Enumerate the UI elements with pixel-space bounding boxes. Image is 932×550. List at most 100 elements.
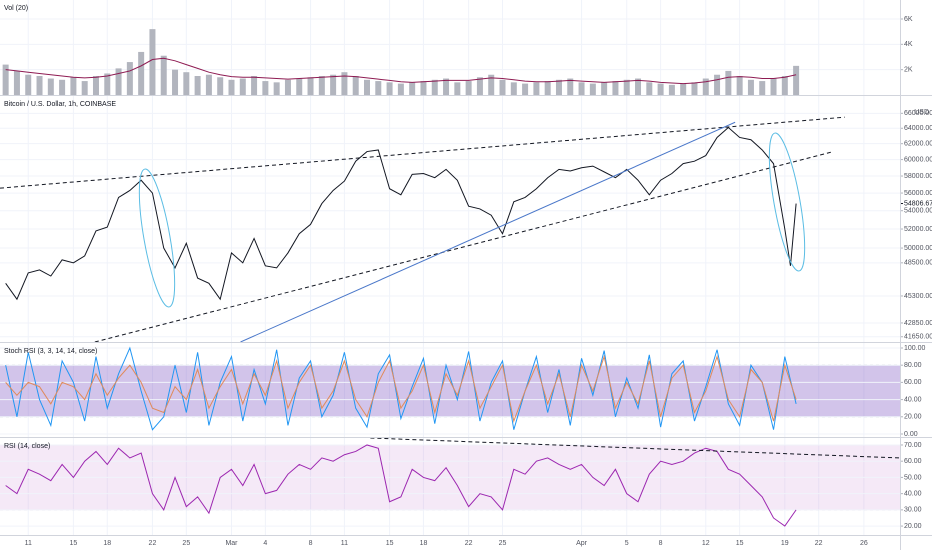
x-tick-label: 22 [465, 540, 473, 547]
y-tick-label: 40.00 [904, 396, 922, 403]
volume-bar [601, 82, 608, 95]
volume-bar [567, 78, 574, 95]
volume-bar [47, 78, 54, 95]
y-tick-label: 52000.00 [904, 226, 932, 233]
volume-bar [589, 83, 596, 95]
y-tick-label: 54000.00 [904, 208, 932, 215]
volume-bar [747, 79, 754, 95]
volume-bar [533, 82, 540, 95]
x-tick-label: 26 [860, 540, 868, 547]
volume-bar [364, 79, 371, 95]
y-tick-label: 0.00 [904, 431, 918, 438]
volume-bar [183, 72, 190, 95]
volume-bar [59, 79, 66, 95]
pane [0, 112, 900, 342]
x-tick-label: 15 [736, 540, 744, 547]
x-tick-label: Mar [225, 540, 238, 547]
x-tick-label: 22 [149, 540, 157, 547]
volume-bar [725, 70, 732, 95]
y-tick-label: 48500.00 [904, 260, 932, 267]
y-tick-label: 45300.00 [904, 293, 932, 300]
volume-bar [330, 74, 337, 95]
y-tick-label: 100.00 [904, 345, 926, 352]
y-tick-label: 70.00 [904, 442, 922, 449]
volume-bar [736, 76, 743, 95]
volume-bar [352, 76, 359, 95]
volume-bar [160, 55, 167, 95]
volume-bar [465, 81, 472, 95]
volume-bar [443, 78, 450, 95]
volume-bar [13, 70, 20, 95]
volume-bar [714, 74, 721, 95]
volume-bar [92, 76, 99, 95]
y-tick-label: 62000.00 [904, 141, 932, 148]
volume-bar [793, 65, 800, 95]
x-tick-label: 22 [815, 540, 823, 547]
highlight-ellipse [768, 132, 806, 272]
volume-bar [194, 76, 201, 95]
x-tick-label: 8 [659, 540, 663, 547]
y-tick-label: 20.00 [904, 414, 922, 421]
pane [0, 346, 900, 435]
y-tick-label: 50000.00 [904, 245, 932, 252]
y-tick-label: 30.00 [904, 507, 922, 514]
x-tick-label: 15 [70, 540, 78, 547]
volume-bar [138, 51, 145, 95]
pane-title: RSI (14, close) [4, 443, 50, 450]
y-tick-label: 40.00 [904, 490, 922, 497]
volume-bar [36, 76, 43, 95]
pane [0, 18, 900, 95]
volume-bar [341, 72, 348, 95]
volume-bar [691, 82, 698, 95]
y-tick-label: 60.00 [904, 458, 922, 465]
volume-bar [612, 81, 619, 95]
volume-bar [544, 81, 551, 95]
volume-bar [397, 83, 404, 95]
volume-bar [702, 78, 709, 95]
unit-label: USD [914, 109, 929, 116]
last-price-label: 54806.67 [904, 200, 932, 207]
x-tick-label: 18 [103, 540, 111, 547]
volume-bar [318, 76, 325, 95]
y-tick-label: 64000.00 [904, 125, 932, 132]
y-tick-label: 4K [904, 41, 913, 48]
x-tick-label: 11 [25, 540, 32, 547]
volume-bar [623, 79, 630, 95]
trend-line [94, 151, 832, 342]
y-tick-label: 60000.00 [904, 156, 932, 163]
series-line [5, 57, 797, 85]
volume-bar [510, 82, 517, 95]
volume-bar [307, 77, 314, 95]
y-tick-label: 60.00 [904, 379, 922, 386]
x-tick-label: Apr [576, 540, 588, 547]
x-tick-label: 15 [386, 540, 394, 547]
volume-bar [420, 81, 427, 95]
volume-bar [476, 77, 483, 95]
volume-bar [386, 82, 393, 95]
volume-bar [284, 79, 291, 95]
volume-bar [454, 82, 461, 95]
volume-bar [239, 78, 246, 95]
y-tick-label: 50.00 [904, 474, 922, 481]
volume-bar [70, 77, 77, 95]
volume-bar [217, 77, 224, 95]
trend-line [370, 438, 900, 459]
series-line [5, 354, 797, 423]
volume-bar [149, 29, 156, 95]
volume-bar [296, 78, 303, 95]
highlight-ellipse [138, 168, 176, 308]
y-tick-label: 80.00 [904, 362, 922, 369]
y-tick-label: 66000.00 [904, 110, 932, 117]
pane-title: Vol (20) [4, 5, 28, 12]
volume-bar [499, 79, 506, 95]
x-tick-label: 11 [341, 540, 348, 547]
volume-bar [251, 76, 258, 95]
y-tick-label: 2K [904, 67, 913, 74]
x-tick-label: 4 [263, 540, 267, 547]
volume-bar [172, 69, 179, 95]
volume-bar [25, 74, 32, 95]
x-tick-label: 25 [499, 540, 507, 547]
volume-bar [578, 82, 585, 95]
